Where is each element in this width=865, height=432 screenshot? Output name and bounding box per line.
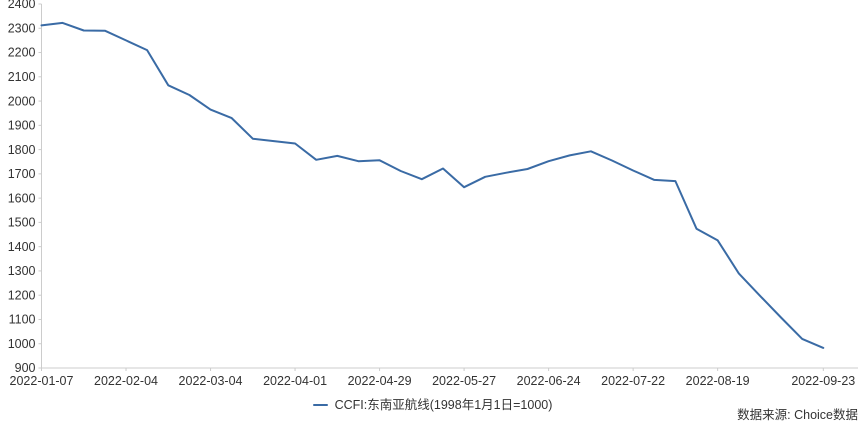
y-tick-label: 1200 [8,288,36,302]
y-tick-label: 2400 [8,0,36,11]
y-tick-label: 1900 [8,119,36,133]
series-line-ccfi [40,21,825,349]
x-tick-label: 2022-01-07 [10,374,74,388]
y-tick-label: 1800 [8,143,36,157]
line-chart: 900 1000 1100 1200 1300 1400 1500 1600 1700 1800 1… [8,0,858,388]
x-tick-label: 2022-07-22 [601,374,665,388]
y-tick-label: 2300 [8,21,36,35]
x-tick-label: 2022-04-01 [263,374,327,388]
y-tick-label: 900 [15,361,36,375]
legend-item-ccfi[interactable]: CCFI:东南亚航线(1998年1月1日=1000) [312,396,553,414]
x-tick-label: 2022-04-29 [348,374,412,388]
y-tick-label: 1700 [8,167,36,181]
x-tick-label: 2022-03-04 [179,374,243,388]
y-tick-label: 2000 [8,94,36,108]
x-tick-label: 2022-05-27 [432,374,496,388]
y-tick-label: 1600 [8,191,36,205]
legend-label: CCFI:东南亚航线(1998年1月1日=1000) [334,398,553,412]
x-tick-label: 2022-08-19 [686,374,750,388]
y-tick-label: 1400 [8,240,36,254]
y-tick-label: 1500 [8,216,36,230]
y-tick-label: 1000 [8,337,36,351]
y-tick-label: 1300 [8,264,36,278]
x-tick-label: 2022-09-23 [791,374,855,388]
y-tick-label: 1100 [9,313,36,327]
data-source-label: 数据来源: Choice数据 [737,408,858,422]
x-tick-label: 2022-06-24 [517,374,581,388]
legend-line-marker [312,404,328,406]
y-tick-label: 2200 [8,46,36,60]
x-tick-label: 2022-02-04 [94,374,158,388]
legend: CCFI:东南亚航线(1998年1月1日=1000) [0,396,865,414]
y-tick-label: 2100 [8,70,36,84]
